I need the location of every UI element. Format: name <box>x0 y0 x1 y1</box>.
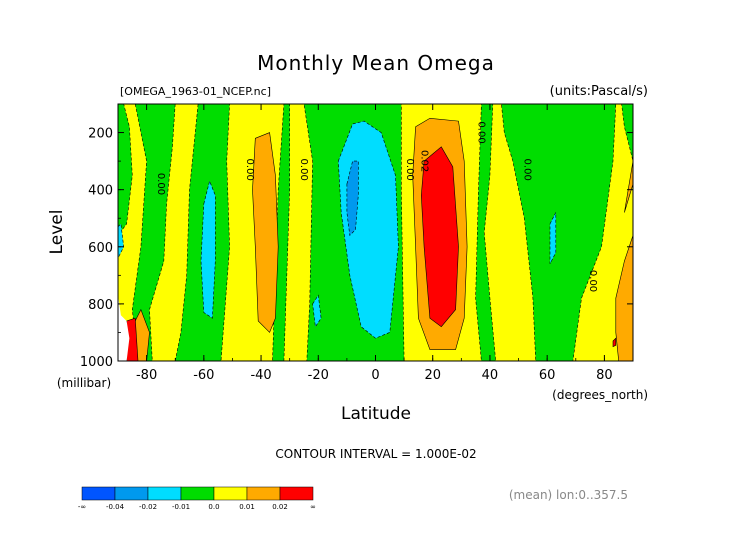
legend-label-5: 0.01 <box>239 503 255 511</box>
legend-label-0: -∞ <box>78 503 86 511</box>
y-unit-label: (millibar) <box>57 376 111 390</box>
legend-swatch-4 <box>213 486 248 501</box>
contour-label-6: 0.00 <box>521 159 532 181</box>
axes: -80 -60 -40 -20 0 20 40 60 80 200 400 600 800 1000 <box>80 103 634 383</box>
x-tick-label-0: -80 <box>136 368 157 383</box>
contour-interval-label: CONTOUR INTERVAL = 1.000E-02 <box>275 447 476 461</box>
x-tick-label-6: 40 <box>482 368 499 383</box>
x-tick-label-8: 80 <box>596 368 613 383</box>
contour-region-21 <box>346 160 359 237</box>
contour-label-4: 0.02 <box>418 150 429 172</box>
contour-region-20 <box>549 212 557 265</box>
y-tick-label-0: 200 <box>88 127 113 142</box>
footer-label: (mean) lon:0..357.5 <box>509 488 628 502</box>
y-tick-label-1: 400 <box>88 184 113 199</box>
x-tick-label-4: 0 <box>371 368 379 383</box>
x-axis-label: Latitude <box>341 404 411 424</box>
contour-region-18 <box>312 294 322 328</box>
chart-title: Monthly Mean Omega <box>257 51 495 75</box>
contour-label-7: 0.00 <box>587 270 598 292</box>
legend-swatch-6 <box>279 486 314 501</box>
contour-label-3: 0.00 <box>404 159 415 181</box>
y-tick-label-4: 1000 <box>80 355 113 370</box>
contour-label-0: 0.00 <box>155 173 166 195</box>
legend-swatch-5 <box>246 486 281 501</box>
legend-label-6: 0.02 <box>272 503 288 511</box>
contour-region-10 <box>252 132 279 333</box>
legend-label-3: -0.01 <box>172 503 190 511</box>
contour-label-layer: 0.000.00 0.00 0.00 0.020.000.000.00 <box>155 121 598 292</box>
legend-swatch-1 <box>114 486 149 501</box>
legend-label-4: 0.0 <box>208 503 219 511</box>
x-unit-label: (degrees_north) <box>552 388 648 402</box>
contour-label-2: 0.00 <box>298 159 309 181</box>
legend-swatch-2 <box>147 486 182 501</box>
contour-region-23 <box>612 337 617 348</box>
contour-region-6 <box>475 103 497 362</box>
contour-region-17 <box>200 180 216 319</box>
contour-label-1: 0.00 <box>244 159 255 181</box>
y-axis-label: Level <box>47 210 67 255</box>
y-tick-label-3: 800 <box>88 298 113 313</box>
x-tick-label-1: -60 <box>193 368 214 383</box>
color-legend: -∞ -0.04 -0.02 -0.01 0.0 0.01 0.02 ∞ <box>78 486 316 511</box>
contour-region-14 <box>420 146 459 328</box>
x-tick-label-3: -20 <box>308 368 329 383</box>
legend-label-1: -0.04 <box>106 503 125 511</box>
legend-label-7: ∞ <box>310 503 316 511</box>
contour-label-5: 0.00 <box>476 121 487 143</box>
plot-area <box>117 103 634 362</box>
x-tick-label-5: 20 <box>424 368 441 383</box>
x-tick-label-2: -40 <box>250 368 271 383</box>
contour-region-2 <box>131 103 176 362</box>
contour-region-22 <box>118 295 130 361</box>
file-label: [OMEGA_1963-01_NCEP.nc] <box>120 85 271 98</box>
legend-label-2: -0.02 <box>139 503 157 511</box>
y-tick-label-2: 600 <box>88 241 113 256</box>
legend-swatch-3 <box>180 486 215 501</box>
legend-swatch-0 <box>81 486 116 501</box>
units-label: (units:Pascal/s) <box>550 84 648 99</box>
x-tick-label-7: 60 <box>539 368 556 383</box>
